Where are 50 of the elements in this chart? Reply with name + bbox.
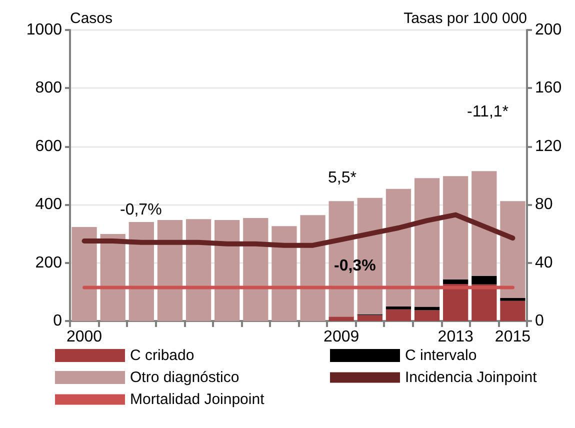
bar [414, 178, 440, 307]
bar [443, 279, 468, 284]
legend-label: C cribado [130, 347, 194, 364]
bar [386, 188, 412, 306]
y-tick-label: 600 [35, 138, 62, 155]
y-tick-label: 0 [53, 312, 62, 330]
bar [472, 284, 497, 321]
y2-axis-title: Tasas por 100 000 [404, 10, 527, 27]
bar [472, 276, 497, 284]
bar [243, 218, 268, 321]
bar [328, 316, 354, 321]
y-tick-label: 800 [35, 80, 62, 97]
y-tick-label: 400 [35, 196, 62, 214]
y2-tick-label: 40 [535, 254, 553, 272]
bar [357, 315, 382, 321]
legend-label: Incidencia Joinpoint [405, 369, 538, 386]
bar [500, 300, 526, 321]
legend-label: Otro diagnóstico [130, 369, 240, 386]
annotation: -11,1* [467, 104, 509, 120]
y2-tick-label: 120 [535, 138, 562, 155]
y-tick-label: 1000 [26, 22, 62, 38]
y2-tick-label: 200 [535, 22, 562, 38]
legend-label: C intervalo [405, 347, 477, 364]
legend-label: Mortalidad Joinpoint [130, 391, 266, 408]
x-tick-label: 2000 [66, 328, 102, 346]
x-tick-label: 2009 [324, 328, 360, 346]
bar [386, 309, 412, 321]
bar [386, 306, 412, 310]
bar [157, 220, 183, 321]
annotation: -0,7% [120, 202, 162, 218]
annotation: -0,3% [334, 258, 376, 274]
y2-tick-label: 0 [535, 312, 544, 330]
bar [443, 176, 468, 280]
y-axis-title: Casos [70, 10, 113, 27]
y2-tick-label: 160 [535, 80, 562, 97]
bar [472, 171, 497, 276]
bar [186, 219, 212, 321]
x-tick-label: 2013 [438, 328, 474, 346]
annotation: 5,5* [328, 170, 356, 186]
bar [500, 298, 526, 301]
bar [300, 215, 326, 321]
bar [414, 310, 440, 321]
bar [414, 306, 440, 310]
bar [72, 227, 97, 321]
x-tick-label: 2015 [494, 328, 531, 346]
bar [214, 220, 240, 321]
bar [500, 201, 526, 298]
bar [128, 222, 154, 321]
y-tick-label: 200 [35, 254, 62, 272]
y2-tick-label: 80 [535, 196, 553, 214]
